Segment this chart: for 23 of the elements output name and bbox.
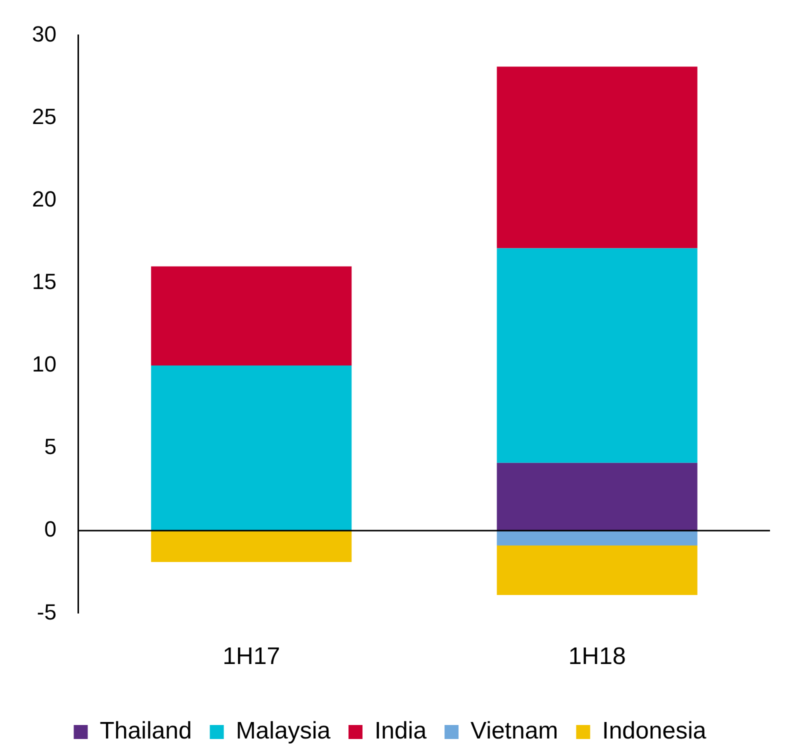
x-tick-label: 1H18 <box>568 643 626 670</box>
y-tick-label: 25 <box>32 104 56 129</box>
legend-label: India <box>374 718 428 745</box>
bar <box>496 462 698 531</box>
legend-label: Malaysia <box>236 718 332 745</box>
y-tick-label: 5 <box>44 434 56 460</box>
y-tick-label: -5 <box>36 599 56 624</box>
bar <box>496 530 698 546</box>
legend-label: Thailand <box>100 718 192 745</box>
bar <box>496 66 698 248</box>
bar <box>496 545 698 596</box>
bar <box>151 530 352 562</box>
y-tick-label: 15 <box>32 268 56 294</box>
y-tick-label: 0 <box>44 516 56 542</box>
y-tick-label: 30 <box>32 21 56 46</box>
legend-label: Vietnam <box>470 718 558 745</box>
legend-label: Indonesia <box>602 718 707 745</box>
y-tick-label: 10 <box>32 352 56 377</box>
bar <box>151 365 352 531</box>
x-tick-label: 1H17 <box>222 643 280 670</box>
bar <box>151 266 352 366</box>
y-tick-label: 20 <box>32 186 56 212</box>
bar <box>496 248 698 463</box>
